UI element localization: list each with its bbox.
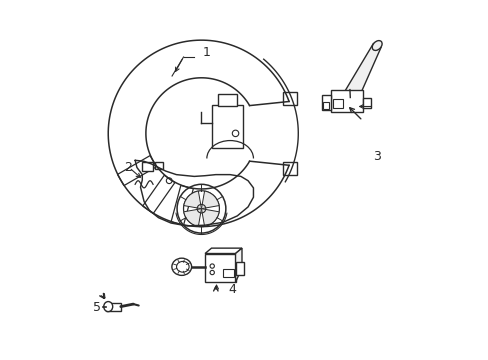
FancyBboxPatch shape xyxy=(217,94,237,107)
Ellipse shape xyxy=(176,261,189,272)
Ellipse shape xyxy=(371,41,381,50)
FancyBboxPatch shape xyxy=(142,162,153,171)
FancyBboxPatch shape xyxy=(321,95,330,110)
Wedge shape xyxy=(183,191,201,209)
Wedge shape xyxy=(201,209,219,226)
FancyBboxPatch shape xyxy=(106,303,121,311)
FancyBboxPatch shape xyxy=(282,93,296,105)
FancyBboxPatch shape xyxy=(223,269,233,277)
FancyBboxPatch shape xyxy=(212,105,242,148)
Wedge shape xyxy=(201,191,219,209)
Polygon shape xyxy=(142,175,175,213)
Text: 3: 3 xyxy=(372,150,380,163)
Text: 1: 1 xyxy=(203,46,210,59)
Wedge shape xyxy=(183,209,201,226)
FancyBboxPatch shape xyxy=(333,99,343,108)
FancyBboxPatch shape xyxy=(323,102,328,109)
Polygon shape xyxy=(171,185,193,225)
Polygon shape xyxy=(235,248,242,282)
Text: 2: 2 xyxy=(124,161,132,174)
Polygon shape xyxy=(343,44,380,101)
FancyBboxPatch shape xyxy=(362,98,370,108)
Text: 4: 4 xyxy=(227,283,235,296)
Ellipse shape xyxy=(171,258,191,275)
Text: 5: 5 xyxy=(93,301,102,314)
FancyBboxPatch shape xyxy=(330,90,362,112)
Polygon shape xyxy=(204,248,242,253)
FancyBboxPatch shape xyxy=(282,162,296,175)
FancyBboxPatch shape xyxy=(235,262,244,275)
FancyBboxPatch shape xyxy=(204,253,235,282)
Polygon shape xyxy=(117,156,156,186)
FancyBboxPatch shape xyxy=(155,162,163,168)
Ellipse shape xyxy=(103,302,112,312)
